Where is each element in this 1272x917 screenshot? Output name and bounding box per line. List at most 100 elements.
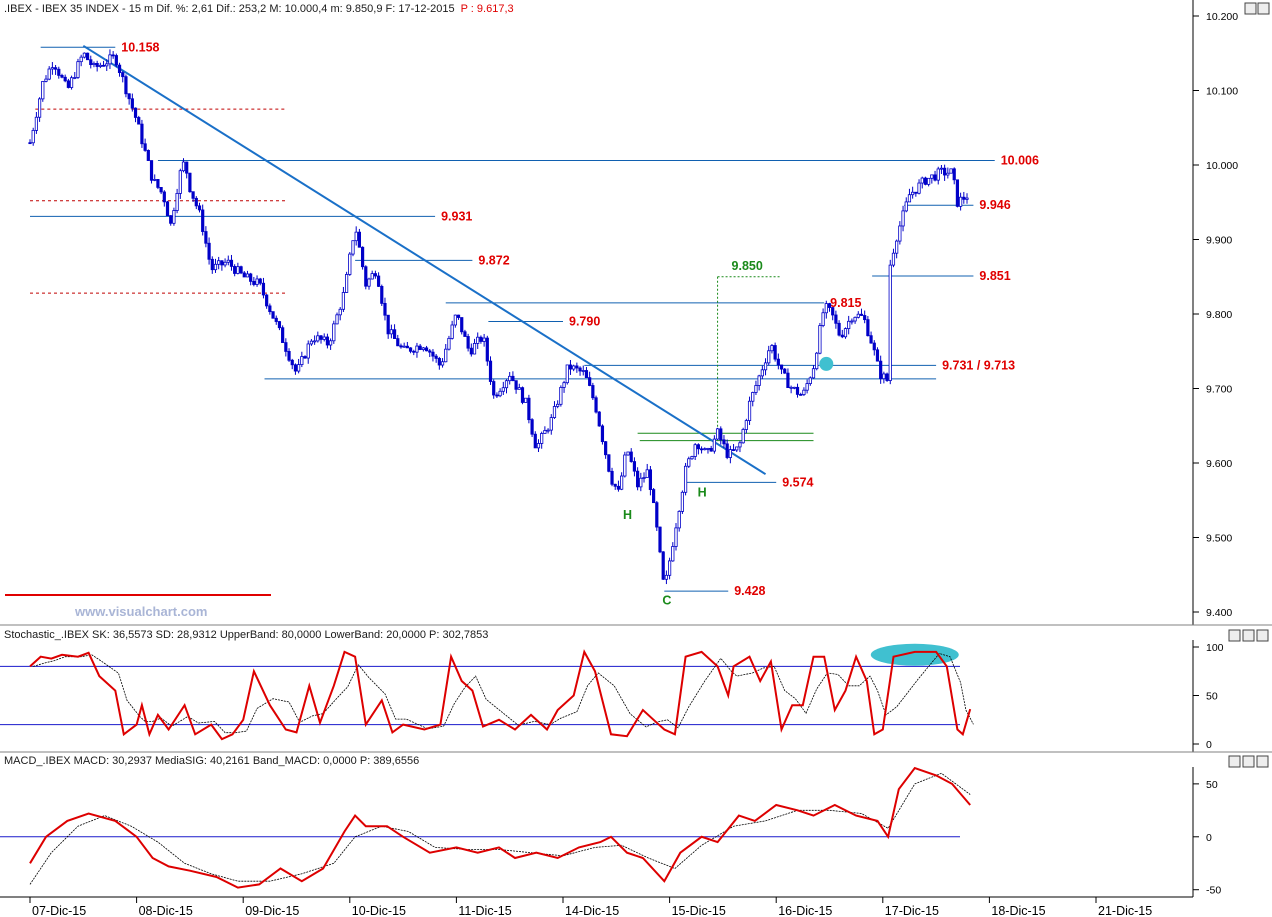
- price-candle: [137, 117, 141, 125]
- price-candle: [620, 475, 624, 490]
- price-candle: [677, 510, 681, 529]
- price-candle: [853, 316, 857, 322]
- macd-button-max[interactable]: [1242, 755, 1255, 768]
- price-candle: [946, 172, 950, 176]
- price-candle: [405, 345, 409, 349]
- price-panel[interactable]: 10.158 10.006 9.946 9.931 9.872 9.851 9.815 9.7…: [0, 0, 1272, 626]
- price-candle: [850, 320, 854, 323]
- price-candle: [738, 442, 742, 448]
- price-candle: [965, 197, 969, 200]
- price-candle: [95, 63, 99, 67]
- price-candle: [552, 406, 557, 418]
- price-candle: [530, 419, 534, 435]
- price-candle: [815, 352, 819, 370]
- price-candle: [923, 177, 928, 185]
- price-candle: [786, 372, 790, 388]
- price-candle: [293, 364, 298, 372]
- price-candle: [434, 355, 438, 359]
- stoch-button-close[interactable]: [1256, 629, 1269, 642]
- macd-button-min[interactable]: [1228, 755, 1241, 768]
- price-candle: [578, 367, 582, 372]
- price-candle: [623, 454, 627, 477]
- stoch-y-tick-label: 50: [1206, 691, 1218, 703]
- price-candle: [952, 168, 956, 181]
- pattern-label: H: [698, 486, 707, 500]
- price-candle: [447, 337, 451, 350]
- price-candle: [380, 285, 384, 304]
- price-candle: [181, 161, 186, 172]
- stochastic-panel[interactable]: 0 50 100 Stochastic_.IBEX SK: 36,5573 SD: …: [0, 629, 1272, 753]
- price-candle: [92, 63, 96, 65]
- stoch-button-min[interactable]: [1228, 629, 1241, 642]
- price-candle: [277, 321, 282, 329]
- price-candle: [482, 337, 486, 342]
- price-candle: [485, 337, 489, 362]
- price-candle: [440, 361, 445, 366]
- price-candle: [668, 560, 672, 576]
- macd-button-close[interactable]: [1256, 755, 1269, 768]
- price-candle: [82, 52, 86, 58]
- x-tick-label: 09-Dic-15: [245, 904, 299, 917]
- level-label: 9.428: [734, 584, 765, 598]
- level-label: 9.731 / 9.713: [942, 358, 1015, 372]
- price-candle: [121, 72, 125, 78]
- price-candle: [34, 116, 38, 131]
- price-candle: [367, 278, 371, 287]
- price-candle: [172, 210, 176, 224]
- price-candle: [249, 273, 253, 282]
- price-candle: [28, 142, 32, 145]
- price-candle: [210, 258, 214, 271]
- stoch-button-max[interactable]: [1242, 629, 1255, 642]
- price-candle: [719, 428, 723, 441]
- price-candle: [847, 320, 851, 330]
- price-candle: [41, 81, 45, 100]
- level-label: 9.872: [478, 253, 509, 267]
- price-candle: [885, 373, 889, 381]
- price-candle: [450, 324, 454, 339]
- price-candle: [233, 266, 237, 274]
- price-candle: [392, 329, 397, 339]
- price-candle: [236, 266, 240, 274]
- price-candle: [281, 327, 285, 343]
- price-candle: [220, 260, 224, 266]
- price-candle: [763, 362, 768, 371]
- price-candle: [866, 319, 870, 337]
- price-candle: [504, 380, 509, 389]
- x-tick-label: 21-Dic-15: [1098, 904, 1152, 917]
- price-candle: [117, 64, 122, 74]
- price-candle: [44, 78, 48, 82]
- price-candle: [683, 465, 688, 493]
- price-candle: [245, 273, 250, 278]
- price-candle: [616, 485, 621, 490]
- price-candle: [63, 76, 67, 82]
- price-candle: [648, 469, 653, 490]
- price-candle: [562, 382, 566, 388]
- window-button-minimize[interactable]: [1244, 2, 1257, 15]
- price-candle: [153, 179, 157, 181]
- price-candle: [508, 375, 512, 382]
- price-candle: [472, 343, 477, 355]
- price-y-tick-label: 10.100: [1206, 86, 1238, 98]
- stoch-sk-line: [29, 649, 972, 741]
- price-candle: [476, 336, 480, 344]
- price-candle: [565, 364, 569, 384]
- price-candle: [808, 377, 812, 384]
- price-candle: [124, 76, 128, 95]
- watermark: www.visualchart.com: [74, 604, 207, 619]
- price-candle: [636, 470, 640, 488]
- price-candle: [69, 77, 74, 88]
- price-candle: [805, 383, 809, 391]
- price-candle: [313, 340, 317, 343]
- stoch-y-tick-label: 0: [1206, 739, 1212, 751]
- price-candle: [703, 448, 707, 451]
- price-candle: [773, 345, 777, 360]
- window-button-close[interactable]: [1257, 2, 1270, 15]
- price-candle: [146, 150, 150, 161]
- price-candle: [456, 314, 461, 318]
- price-candle: [287, 351, 291, 361]
- price-candle: [322, 336, 326, 340]
- price-candle: [802, 389, 806, 395]
- macd-panel[interactable]: -50 0 50 MACD_.IBEX MACD: 30,2937 MediaSIG…: [0, 755, 1269, 898]
- price-candle: [271, 311, 275, 319]
